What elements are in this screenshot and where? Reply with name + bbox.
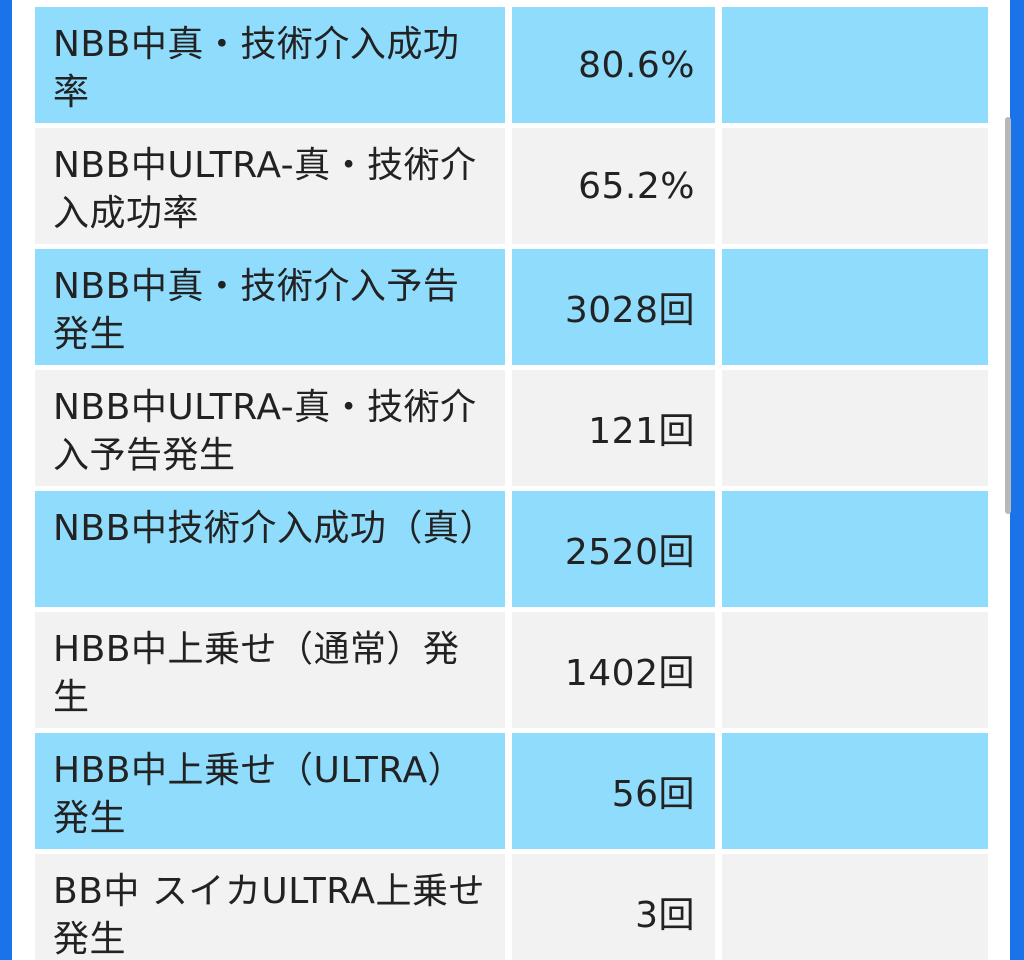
row-label: NBB中ULTRA-真・技術介入成功率 bbox=[35, 128, 505, 244]
table-row: NBB中ULTRA-真・技術介入成功率 65.2% bbox=[35, 128, 990, 244]
table-row: HBB中上乗せ（ULTRA）発生 56回 bbox=[35, 733, 990, 849]
row-value: 65.2% bbox=[512, 128, 715, 244]
table-row: NBB中真・技術介入成功率 80.6% bbox=[35, 7, 990, 123]
row-extra bbox=[722, 7, 988, 123]
row-value: 1402回 bbox=[512, 612, 715, 728]
right-edge-bar bbox=[1010, 0, 1024, 960]
table-row: BB中 スイカULTRA上乗せ発生 3回 bbox=[35, 854, 990, 960]
row-extra bbox=[722, 854, 988, 960]
row-label: HBB中上乗せ（ULTRA）発生 bbox=[35, 733, 505, 849]
row-value: 121回 bbox=[512, 370, 715, 486]
row-value: 80.6% bbox=[512, 7, 715, 123]
row-label: NBB中真・技術介入成功率 bbox=[35, 7, 505, 123]
row-extra bbox=[722, 733, 988, 849]
row-label: HBB中上乗せ（通常）発生 bbox=[35, 612, 505, 728]
row-extra bbox=[722, 370, 988, 486]
row-value: 2520回 bbox=[512, 491, 715, 607]
row-label: NBB中ULTRA-真・技術介入予告発生 bbox=[35, 370, 505, 486]
row-label: NBB中技術介入成功（真） bbox=[35, 491, 505, 607]
row-extra bbox=[722, 491, 988, 607]
table-row: HBB中上乗せ（通常）発生 1402回 bbox=[35, 612, 990, 728]
row-extra bbox=[722, 612, 988, 728]
row-value: 3回 bbox=[512, 854, 715, 960]
stats-table: NBB中真・技術介入成功率 80.6% NBB中ULTRA-真・技術介入成功率 … bbox=[35, 0, 990, 960]
row-label: BB中 スイカULTRA上乗せ発生 bbox=[35, 854, 505, 960]
row-extra bbox=[722, 249, 988, 365]
table-row: NBB中技術介入成功（真） 2520回 bbox=[35, 491, 990, 607]
row-value: 3028回 bbox=[512, 249, 715, 365]
row-value: 56回 bbox=[512, 733, 715, 849]
vertical-scrollbar[interactable] bbox=[1005, 117, 1011, 514]
row-extra bbox=[722, 128, 988, 244]
table-row: NBB中真・技術介入予告発生 3028回 bbox=[35, 249, 990, 365]
row-label: NBB中真・技術介入予告発生 bbox=[35, 249, 505, 365]
table-row: NBB中ULTRA-真・技術介入予告発生 121回 bbox=[35, 370, 990, 486]
left-edge-bar bbox=[0, 0, 12, 960]
